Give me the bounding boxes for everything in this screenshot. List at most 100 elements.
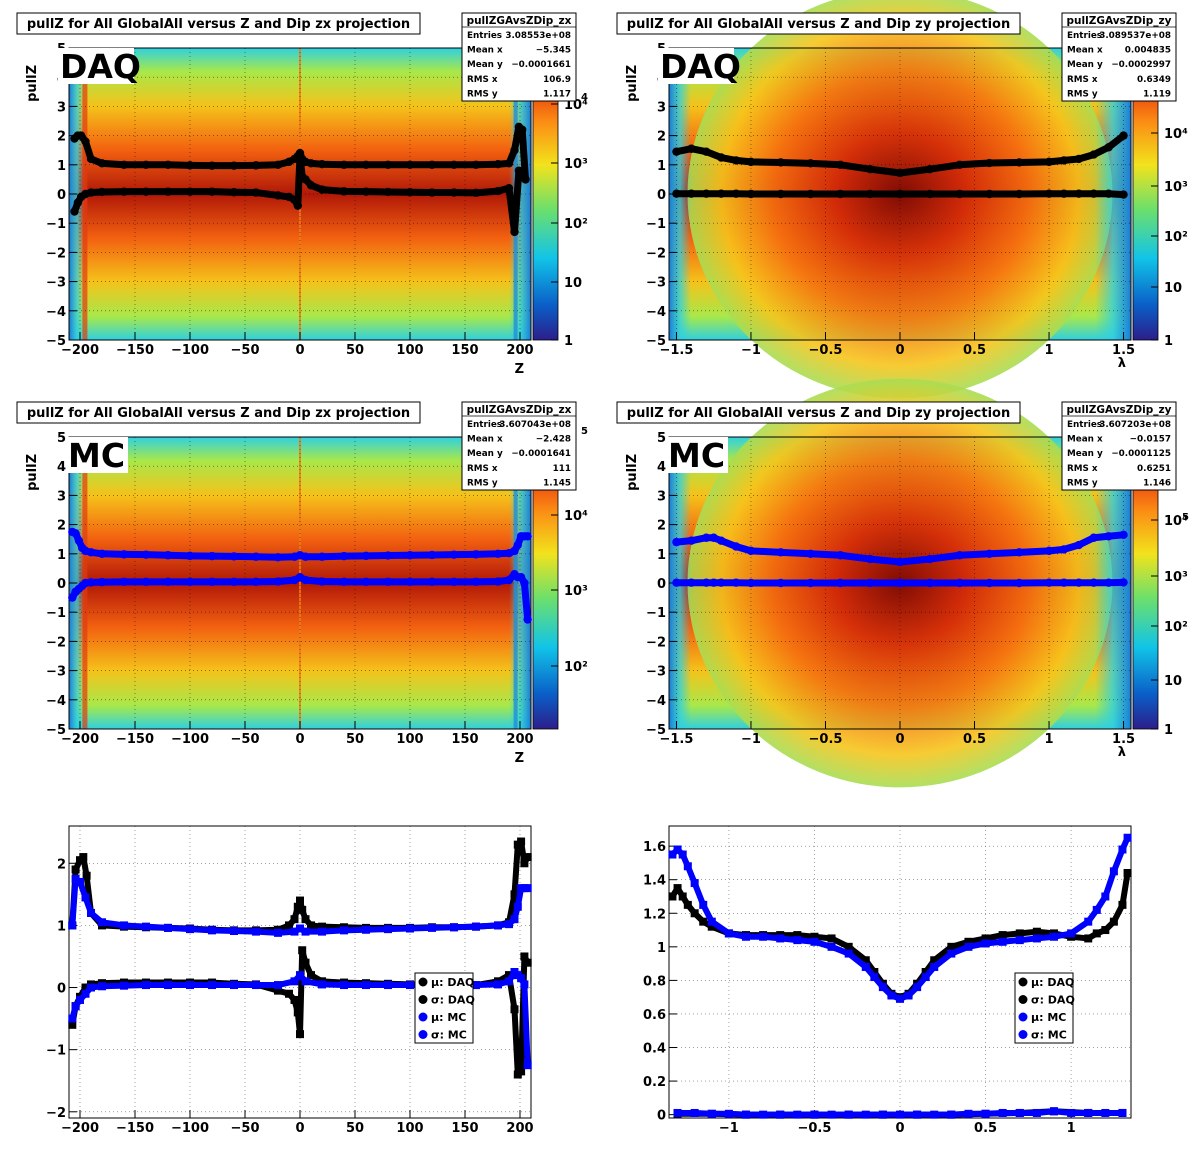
plot-title: pullZ for All GlobalAll versus Z and Dip… (27, 406, 410, 421)
y-tick-label: 1 (57, 548, 66, 563)
y-axis-title: pullZ (625, 454, 640, 491)
y-tick-label: 1 (657, 159, 666, 174)
legend-marker (418, 1030, 428, 1039)
colorbar-tick-label: 10 (1164, 674, 1182, 689)
legend-label: μ: DAQ (431, 976, 474, 989)
heatmap-panel-3: −200 −150 −100 −50 0 50 100 150 200 −5 −4 −3 −2 −1 0 1 2… (16, 401, 588, 766)
y-tick-label: −2 (646, 635, 666, 650)
y-tick-label: 2 (57, 130, 66, 145)
stats-key: RMS y (467, 89, 498, 99)
y-tick-label: 0 (657, 577, 666, 592)
colorbar-tick-label: 10³ (1164, 570, 1188, 585)
y-tick-label: 0 (657, 1109, 666, 1124)
x-tick-label: 0 (895, 343, 904, 358)
legend-label: σ: MC (431, 1029, 467, 1042)
stats-value: 3.089537e+08 (1099, 31, 1171, 41)
y-tick-label: −4 (46, 305, 66, 320)
stats-name: pullZGAvsZDip_zx (467, 15, 572, 27)
x-tick-label: 1 (1045, 343, 1054, 358)
stats-value: 0.6349 (1137, 75, 1171, 85)
colorbar-exponent: 5 (581, 426, 588, 437)
y-tick-label: 4 (657, 460, 666, 475)
y-tick-label: −5 (46, 723, 66, 738)
x-tick-label: 100 (396, 1121, 423, 1136)
stats-box (461, 12, 577, 102)
stats-key: RMS x (467, 75, 498, 85)
stats-value: 3.607043e+08 (499, 420, 571, 430)
series-mc (68, 968, 532, 1070)
y-tick-label: 0 (657, 188, 666, 203)
y-tick-label: 1.6 (643, 840, 666, 855)
y-tick-label: 1 (657, 941, 666, 956)
profile-panel-2: −1 −0.5 0 0.5 1 0 0.2 0.4 0.6 0.8 1 1.2 1.4 1.6 μ: DAQ… (643, 825, 1132, 1136)
x-axis-title: λ (1118, 356, 1126, 371)
x-tick-label: 0 (895, 732, 904, 747)
stats-value: 0.6251 (1137, 464, 1171, 474)
data-point (68, 1020, 77, 1029)
legend-label: σ: DAQ (431, 994, 475, 1007)
y-tick-label: −1 (46, 217, 66, 232)
x-tick-label: 150 (451, 732, 478, 747)
legend-marker (418, 977, 428, 987)
title-box (616, 12, 1021, 35)
colorbar-tick-label: 1 (1164, 723, 1173, 738)
legend-label: μ: MC (1031, 1011, 1066, 1024)
x-tick-label: 200 (506, 343, 533, 358)
colorbar-tick-label: 1 (1164, 334, 1173, 349)
stats-name: pullZGAvsZDip_zy (1067, 15, 1172, 27)
y-tick-label: −3 (46, 665, 66, 680)
x-tick-label: −50 (231, 1121, 260, 1136)
stats-value: −5.345 (536, 46, 571, 56)
x-tick-label: 50 (346, 732, 364, 747)
heatmap-ridge-center (299, 437, 301, 729)
stats-key: Entries (467, 420, 502, 430)
x-tick-label: −0.5 (809, 343, 843, 358)
stats-key: RMS x (467, 464, 498, 474)
legend-marker (418, 1012, 428, 1022)
stats-key: RMS x (1067, 75, 1098, 85)
x-tick-label: −1.5 (659, 732, 693, 747)
colorbar-exponent: 4 (581, 92, 588, 103)
y-tick-label: 3 (57, 100, 66, 115)
y-tick-label: 1 (57, 159, 66, 174)
stats-value: −0.0001641 (511, 449, 571, 459)
colorbar-tick-label: 10² (564, 660, 588, 675)
stats-key: Mean x (467, 46, 503, 56)
stats-key: Mean y (467, 60, 503, 70)
stats-value: −2.428 (536, 435, 571, 445)
x-tick-label: 0 (295, 343, 304, 358)
x-tick-label: 0 (895, 1121, 904, 1136)
series-mc (668, 833, 1132, 1003)
stats-value: −0.0001125 (1111, 449, 1171, 459)
title-box (16, 401, 421, 424)
y-tick-label: −3 (646, 665, 666, 680)
x-tick-label: −200 (61, 343, 99, 358)
legend-marker (1018, 1012, 1028, 1022)
stats-value: −0.0001661 (511, 60, 571, 70)
y-tick-label: 3 (657, 489, 666, 504)
colorbar-tick-label: 1 (564, 334, 573, 349)
legend-marker (1018, 977, 1028, 987)
y-tick-label: −1 (646, 217, 666, 232)
sample-label-bg (58, 48, 134, 84)
sample-label-bg (66, 437, 128, 473)
x-tick-label: 1.5 (1112, 343, 1135, 358)
y-tick-label: 3 (57, 489, 66, 504)
y-tick-label: 0 (57, 188, 66, 203)
y-axis-title: pullZ (25, 454, 40, 491)
y-tick-label: −3 (646, 276, 666, 291)
legend-marker (1018, 995, 1028, 1004)
colorbar-tick-label: 10⁴ (564, 509, 588, 524)
series-band (69, 875, 528, 936)
x-tick-label: −200 (61, 732, 99, 747)
y-tick-label: 3 (657, 100, 666, 115)
stats-key: RMS y (467, 478, 498, 488)
x-tick-label: −100 (171, 343, 209, 358)
sigma-band (672, 531, 1128, 566)
y-tick-label: 1 (657, 548, 666, 563)
y-tick-label: 0.2 (643, 1075, 666, 1090)
x-tick-label: 1.5 (1112, 732, 1135, 747)
stats-key: Mean y (467, 449, 503, 459)
colorbar-tick-label: 10³ (1164, 180, 1188, 195)
